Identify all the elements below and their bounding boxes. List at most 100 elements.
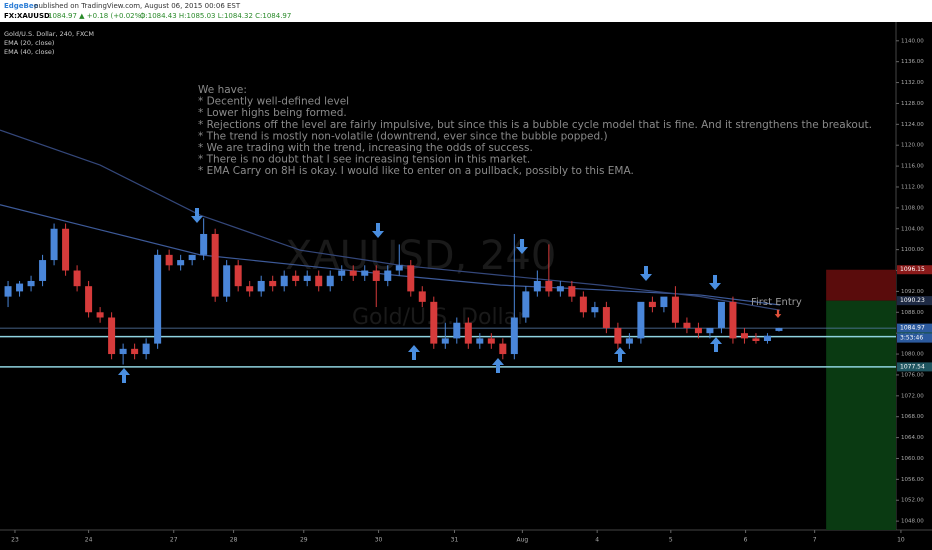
x-tick-label: 28 xyxy=(230,537,238,544)
arrow xyxy=(408,345,420,360)
y-tick-label: 1092.00 xyxy=(901,289,924,295)
countdown-tag xyxy=(897,333,932,343)
y-tick-label: 1128.00 xyxy=(901,101,924,107)
y-tick-label: 1076.00 xyxy=(901,372,924,378)
author[interactable]: EdgeBee xyxy=(4,2,39,10)
candle-body xyxy=(119,348,127,355)
x-tick-label: 6 xyxy=(744,537,748,544)
x-tick-label: 7 xyxy=(813,537,817,544)
y-tick-label: 1140.00 xyxy=(901,38,924,44)
arrow xyxy=(709,275,721,290)
y-tick-label: 1136.00 xyxy=(901,59,924,65)
candle-body xyxy=(131,348,139,355)
y-tick-label: 1052.00 xyxy=(901,498,924,504)
price-tag xyxy=(897,296,932,306)
candle-body xyxy=(326,275,334,287)
arrow xyxy=(710,337,722,352)
y-tick-label: 1108.00 xyxy=(901,205,924,211)
candle-body xyxy=(62,228,70,271)
candle-body xyxy=(338,270,346,276)
price-tag xyxy=(897,362,932,372)
y-tick-label: 1104.00 xyxy=(901,226,924,232)
candle-body xyxy=(717,301,725,328)
candle-body xyxy=(453,322,461,339)
candle-body xyxy=(591,307,599,313)
candle-body xyxy=(671,296,679,323)
candle-body xyxy=(200,233,208,255)
candle-body xyxy=(188,254,196,261)
candle-body xyxy=(349,270,357,276)
candle-body xyxy=(246,286,254,292)
annotation-line: * Decently well-defined level xyxy=(198,96,349,108)
y-tick-label: 1124.00 xyxy=(901,122,924,128)
candle-body xyxy=(522,291,530,318)
candle-body xyxy=(4,286,12,297)
published: published on TradingView.com, August 06,… xyxy=(34,2,241,10)
candle-body xyxy=(510,317,518,355)
candle-body xyxy=(234,265,242,287)
candle-body xyxy=(211,233,219,297)
watermark-name: Gold/U.S. Dollar xyxy=(352,305,527,330)
candle-body xyxy=(16,283,24,292)
annotation-line: * EMA Carry on 8H is okay. I would like … xyxy=(198,165,634,177)
watermark-symbol: XAUUSD, 240 xyxy=(285,233,556,279)
candle-body xyxy=(499,343,507,355)
candle-body xyxy=(487,338,495,344)
candle-body xyxy=(361,270,369,276)
price-tag-label: 1090.23 xyxy=(900,297,925,304)
y-tick-label: 1048.00 xyxy=(901,519,924,525)
legend-entry: Gold/U.S. Dollar, 240, FXCM xyxy=(4,30,94,38)
candle-body xyxy=(683,322,691,328)
x-tick-label: Aug xyxy=(517,537,529,544)
candle-body xyxy=(154,254,162,344)
candle-body xyxy=(73,270,81,287)
candle-body xyxy=(407,265,415,292)
x-tick-label: 24 xyxy=(85,537,93,544)
candle-body xyxy=(533,280,541,292)
annotation-line: * Lower highs being formed. xyxy=(198,107,347,119)
candle-body xyxy=(740,333,748,339)
candle-body xyxy=(142,343,150,355)
y-tick-label: 1068.00 xyxy=(901,414,924,420)
annotation-line: * There is no doubt that I see increasin… xyxy=(198,154,530,166)
x-tick-label: 31 xyxy=(451,537,459,544)
countdown: 3:53:46 xyxy=(900,335,923,342)
candle-body xyxy=(108,317,116,355)
target-zone xyxy=(826,300,896,530)
legend-entry: EMA (40, close) xyxy=(4,48,54,56)
candle-body xyxy=(269,280,277,287)
x-tick-label: 29 xyxy=(300,537,308,544)
candle-body xyxy=(418,291,426,302)
annotation-line: * Rejections off the level are fairly im… xyxy=(198,119,872,131)
candle-body xyxy=(384,270,392,281)
header-bar xyxy=(0,0,932,22)
candle-body xyxy=(39,260,47,281)
candle-body xyxy=(637,301,645,339)
arrow xyxy=(614,347,626,362)
x-tick-label: 30 xyxy=(375,537,383,544)
candle-body xyxy=(96,312,104,318)
x-tick-label: 23 xyxy=(11,537,19,544)
candle-body xyxy=(614,327,622,344)
arrow xyxy=(492,358,504,373)
quote: 1084.97 ▲ +0.18 (+0.02%) xyxy=(48,12,144,20)
annotation-line: * The trend is mostly non-volatile (down… xyxy=(198,130,608,142)
candle-body xyxy=(729,301,737,339)
annotation-line: We have: xyxy=(198,84,247,96)
candle-body xyxy=(694,327,702,334)
candle-body xyxy=(763,335,771,342)
candle-body xyxy=(706,327,714,334)
arrow xyxy=(191,208,203,223)
y-tick-label: 1072.00 xyxy=(901,393,924,399)
y-tick-label: 1064.00 xyxy=(901,435,924,441)
price-tag xyxy=(897,265,932,275)
arrow xyxy=(516,239,528,254)
candle-body xyxy=(27,280,35,287)
candle-body xyxy=(625,338,633,344)
y-tick-label: 1116.00 xyxy=(901,164,924,170)
y-tick-label: 1088.00 xyxy=(901,310,924,316)
candle-body xyxy=(545,280,553,292)
stop-zone xyxy=(826,269,896,301)
candle-body xyxy=(430,301,438,344)
candle-body xyxy=(464,322,472,344)
